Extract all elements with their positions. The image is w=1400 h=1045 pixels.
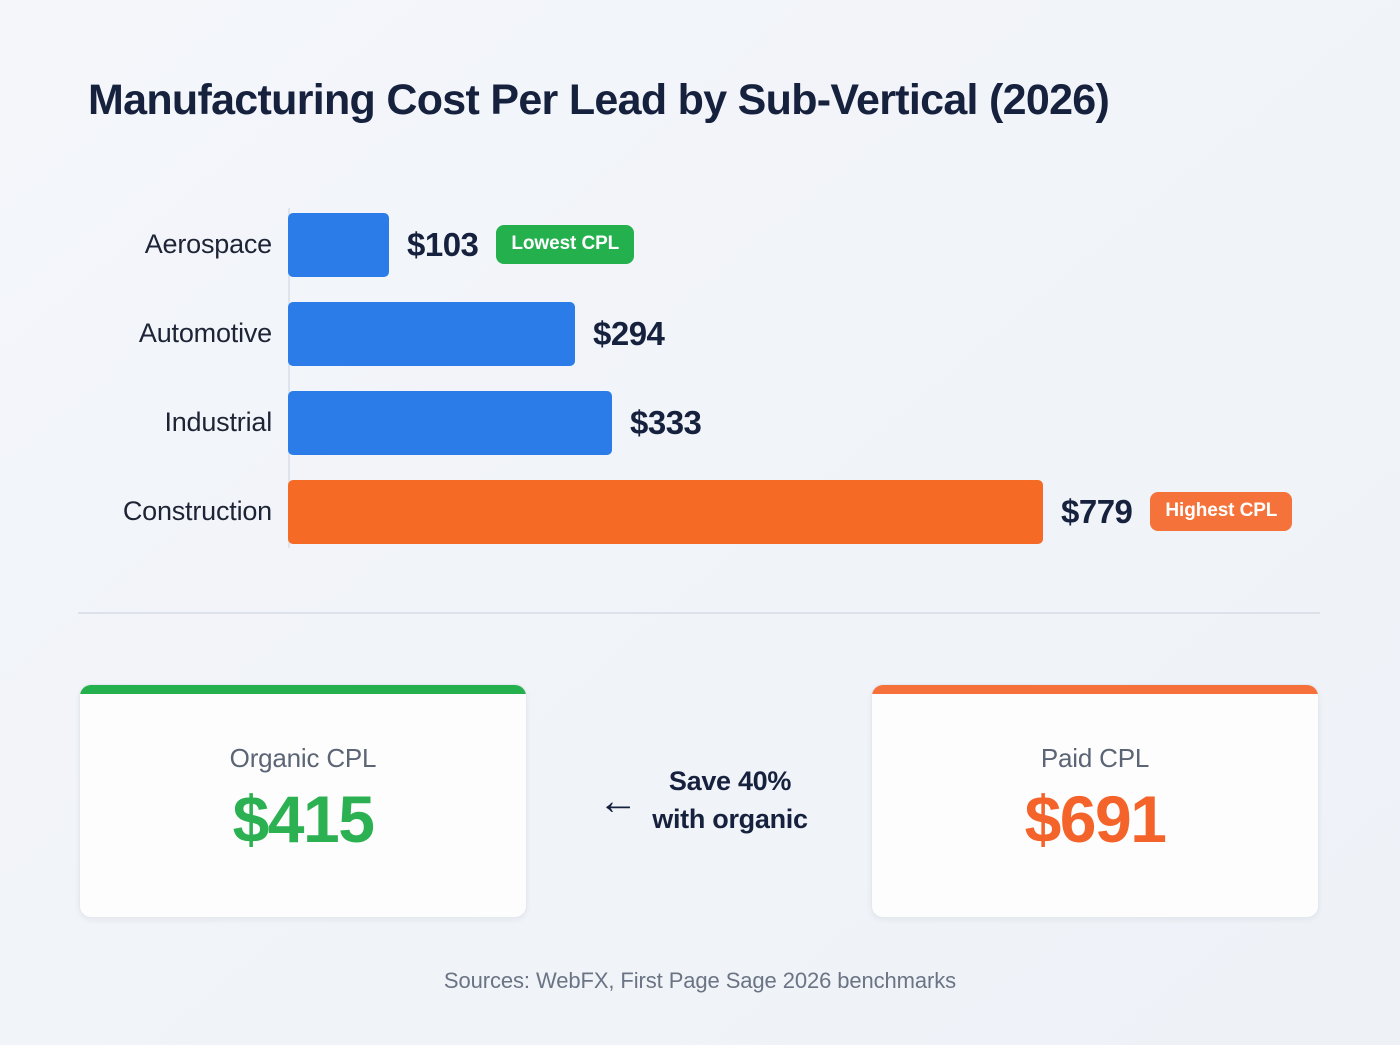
bar-track: $779 Highest CPL [288,467,1293,556]
bar-rect [288,301,575,366]
paid-cpl-label: Paid CPL [1040,743,1150,773]
sources-footnote: Sources: WebFX, First Page Sage 2026 ben… [443,968,957,993]
bar-track: $103 Lowest CPL [288,200,635,289]
bar-rect [288,479,1043,544]
organic-cpl-card: Organic CPL $415 [79,684,527,918]
bar-row: Automotive $294 [0,289,1400,378]
bar-category-label: Industrial [164,407,272,437]
section-divider [78,612,1320,614]
bar-value-label: $779 [1061,492,1133,530]
bar-track: $333 [288,378,702,467]
savings-note-line1: Save 40% [668,766,792,796]
status-badge-lowest: Lowest CPL [496,225,635,264]
paid-cpl-value: $691 [1024,782,1167,856]
organic-cpl-value: $415 [232,782,375,856]
savings-annotation: ← Save 40% with organic [572,762,834,839]
page-title: Manufacturing Cost Per Lead by Sub-Verti… [88,76,1110,124]
savings-note-line2: with organic [652,804,808,835]
bar-value-label: $294 [593,314,665,352]
bar-category-label: Construction [122,496,272,526]
card-accent-bar [872,685,1318,694]
bar-category-label: Automotive [138,318,272,348]
card-accent-bar [80,685,526,694]
arrow-left-icon: ← [598,779,639,824]
bar-track: $294 [288,289,665,378]
chart-axis-line [288,208,290,548]
bar-category-label: Aerospace [144,229,272,259]
bar-row: Industrial $333 [0,378,1400,467]
bar-value-label: $333 [630,403,702,441]
paid-cpl-card: Paid CPL $691 [871,684,1319,918]
organic-cpl-label: Organic CPL [229,743,377,773]
bar-chart: Aerospace $103 Lowest CPL Automotive $29… [0,200,1400,556]
bar-value-label: $103 [407,225,479,263]
bar-row: Aerospace $103 Lowest CPL [0,200,1400,289]
bar-rect [288,212,389,277]
bar-row: Construction $779 Highest CPL [0,467,1400,556]
bar-rect [288,390,612,455]
savings-note-text: Save 40% with organic [652,762,808,839]
status-badge-highest: Highest CPL [1150,492,1293,531]
